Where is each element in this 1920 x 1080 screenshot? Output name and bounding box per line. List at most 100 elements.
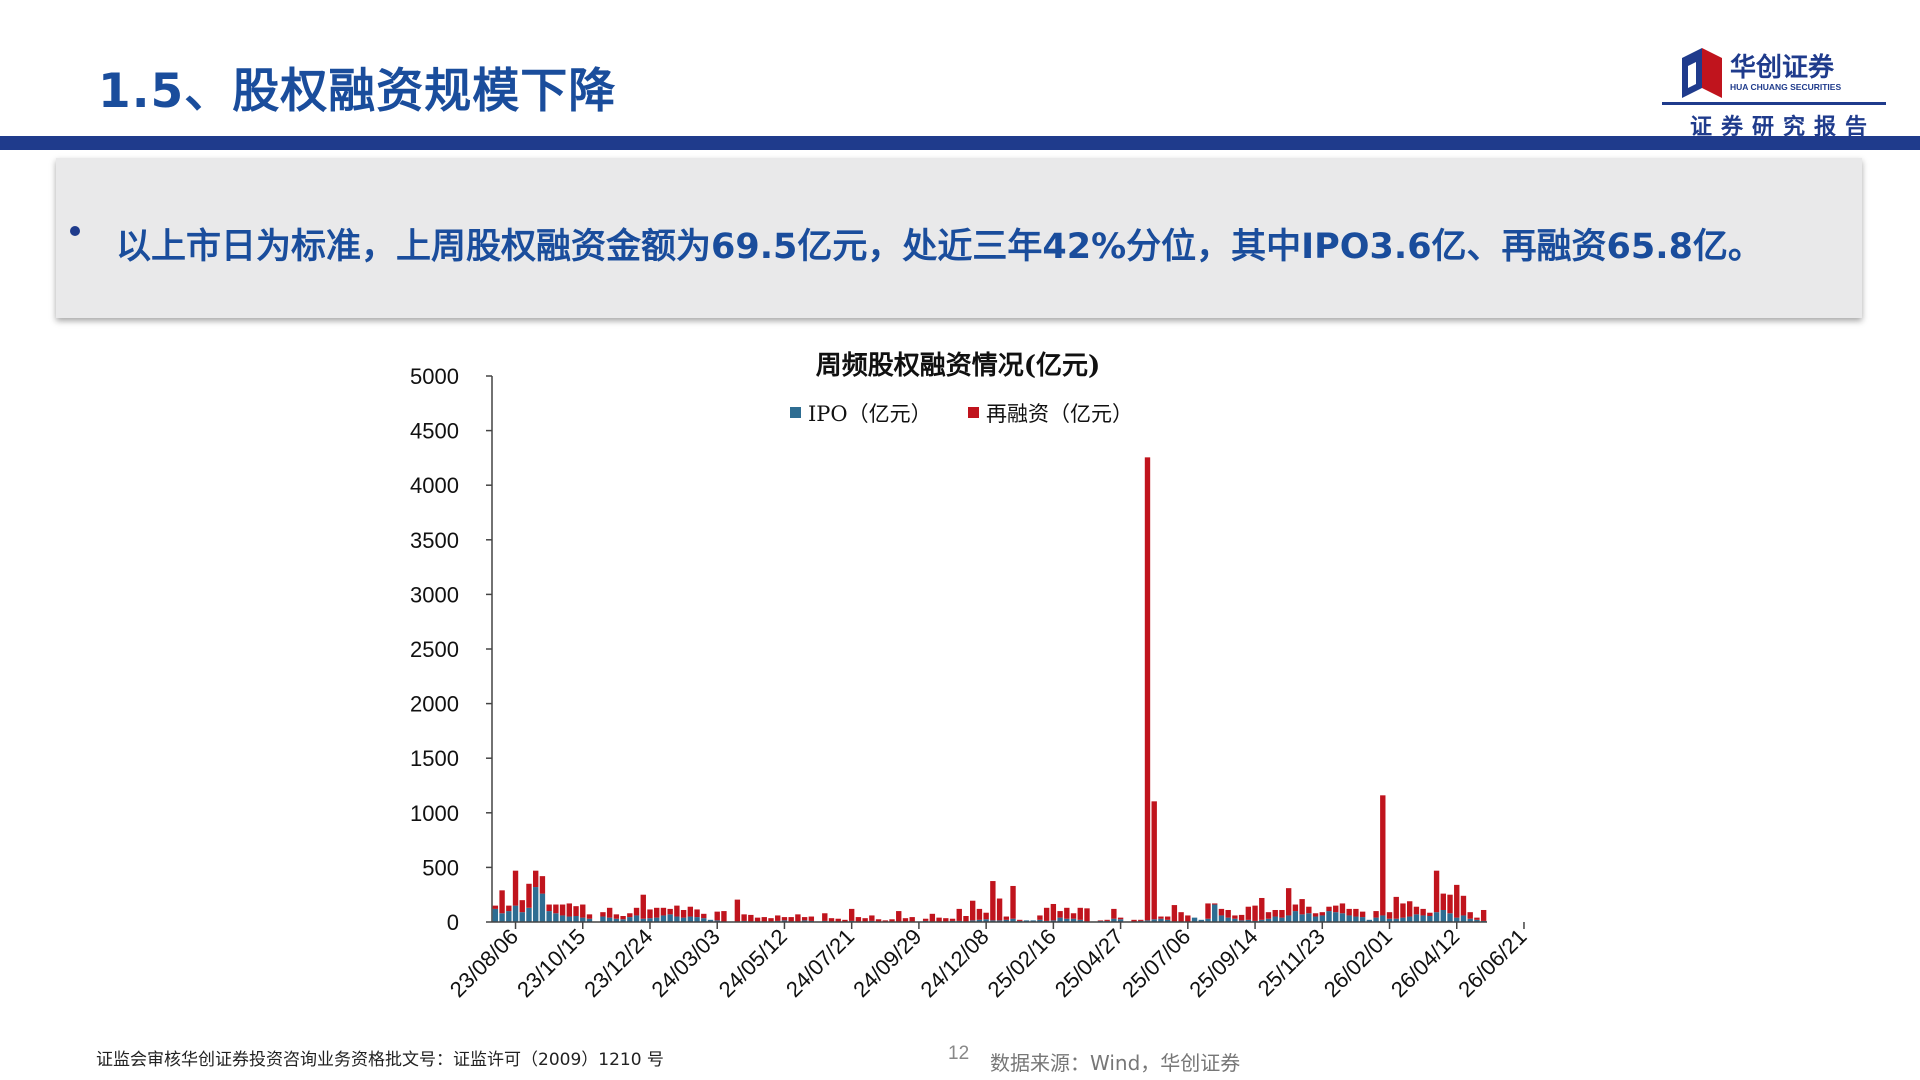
bar-ipo xyxy=(1225,917,1231,922)
bar-refinancing xyxy=(1097,920,1104,921)
bar-refinancing xyxy=(620,915,626,920)
bar-series xyxy=(492,457,1487,922)
logo-name: 华创证券 xyxy=(1730,52,1835,83)
bar-refinancing xyxy=(963,915,969,922)
page-title: 1.5、股权融资规模下降 xyxy=(98,64,617,119)
bar-ipo xyxy=(1460,915,1467,922)
bar-refinancing xyxy=(1393,896,1399,919)
bar-refinancing xyxy=(1252,905,1258,921)
page-number: 12 xyxy=(948,1043,970,1064)
bar-ipo xyxy=(1111,918,1117,922)
bar-refinancing xyxy=(808,916,815,921)
bar-refinancing xyxy=(983,912,989,920)
x-tick-label: 24/03/03 xyxy=(647,924,725,1002)
bar-refinancing xyxy=(781,917,788,921)
bar-ipo xyxy=(1353,916,1359,922)
bar-refinancing xyxy=(1238,914,1245,921)
bar-ipo xyxy=(1037,919,1043,922)
bar-refinancing xyxy=(1279,909,1285,918)
bar-ipo xyxy=(1427,915,1433,922)
bar-refinancing xyxy=(1151,801,1157,920)
bar-refinancing xyxy=(842,919,848,922)
bar-refinancing xyxy=(1212,903,1218,905)
bar-refinancing xyxy=(519,900,525,913)
bar-refinancing xyxy=(1117,917,1124,920)
bar-ipo xyxy=(573,915,579,922)
bar-refinancing xyxy=(1319,912,1325,916)
bar-refinancing xyxy=(1259,897,1265,920)
bar-refinancing xyxy=(1138,919,1144,921)
bar-ipo xyxy=(1333,912,1339,922)
bar-refinancing xyxy=(1292,904,1299,912)
bar-ipo xyxy=(526,907,532,922)
bar-ipo xyxy=(1191,917,1198,922)
bar-ipo xyxy=(674,916,680,922)
bar-refinancing xyxy=(1171,905,1178,922)
bar-refinancing xyxy=(539,876,546,894)
x-tick-label: 26/02/01 xyxy=(1319,924,1397,1002)
bar-ipo xyxy=(627,917,633,922)
bar-refinancing xyxy=(1070,913,1077,919)
logo-divider xyxy=(1662,102,1886,105)
y-tick-label: 4000 xyxy=(410,473,459,498)
y-tick-label: 500 xyxy=(422,855,459,880)
license-note: 证监会审核华创证券投资咨询业务资格批文号：证监许可（2009）1210 号 xyxy=(96,1050,664,1070)
bar-refinancing xyxy=(680,909,687,918)
bar-refinancing xyxy=(754,917,761,922)
bar-refinancing xyxy=(714,911,720,921)
bar-refinancing xyxy=(862,918,868,922)
bar-refinancing xyxy=(1218,908,1225,916)
bar-ipo xyxy=(983,919,989,922)
bar-refinancing xyxy=(1077,907,1083,920)
bar-ipo xyxy=(1164,919,1171,922)
bar-ipo xyxy=(1467,918,1473,922)
bar-refinancing xyxy=(875,919,882,922)
bar-refinancing xyxy=(1144,457,1151,921)
bar-refinancing xyxy=(1420,908,1426,916)
bar-ipo xyxy=(707,919,714,922)
bar-ipo xyxy=(633,915,640,922)
bar-ipo xyxy=(1413,914,1420,922)
bar-ipo xyxy=(990,920,996,922)
bar-refinancing xyxy=(526,883,532,908)
bar-refinancing xyxy=(956,908,962,921)
bar-refinancing xyxy=(1339,903,1346,914)
bar-ipo xyxy=(1474,919,1480,922)
company-logo: 华创证券 HUA CHUANG SECURITIES xyxy=(1682,48,1841,98)
bar-refinancing xyxy=(1306,906,1312,914)
bar-ipo xyxy=(1064,918,1070,922)
bar-refinancing xyxy=(1003,916,1009,920)
bar-ipo xyxy=(647,918,653,922)
bar-refinancing xyxy=(1158,916,1164,919)
bar-ipo xyxy=(600,916,606,922)
bar-ipo xyxy=(492,908,499,922)
bar-ipo xyxy=(539,893,546,922)
bar-refinancing xyxy=(613,914,620,919)
bar-ipo xyxy=(694,917,700,922)
bar-ipo xyxy=(1440,909,1446,922)
y-tick-label: 2000 xyxy=(410,692,459,717)
bar-refinancing xyxy=(869,915,875,921)
bar-refinancing xyxy=(1164,916,1171,920)
y-tick-label: 2500 xyxy=(410,637,459,662)
bar-refinancing xyxy=(822,913,828,921)
x-axis: 23/08/0623/10/1523/12/2424/03/0324/05/12… xyxy=(445,921,1532,1002)
bar-refinancing xyxy=(1467,912,1473,919)
bar-ipo xyxy=(1406,916,1413,922)
bar-refinancing xyxy=(902,918,909,922)
y-tick-label: 3500 xyxy=(410,528,459,553)
legend-swatch-refinancing xyxy=(968,407,979,418)
bar-refinancing xyxy=(1406,901,1413,917)
bar-refinancing xyxy=(775,915,781,921)
bar-ipo xyxy=(1292,911,1299,922)
chart-legend: IPO（亿元） 再融资（亿元） xyxy=(790,402,1133,426)
bar-ipo xyxy=(781,920,788,922)
bar-refinancing xyxy=(828,918,835,922)
bar-refinancing xyxy=(1359,911,1366,918)
bar-refinancing xyxy=(949,918,956,921)
bar-refinancing xyxy=(748,914,754,922)
bar-ipo xyxy=(1339,913,1346,922)
bar-refinancing xyxy=(600,912,606,917)
bar-ipo xyxy=(1319,915,1325,922)
